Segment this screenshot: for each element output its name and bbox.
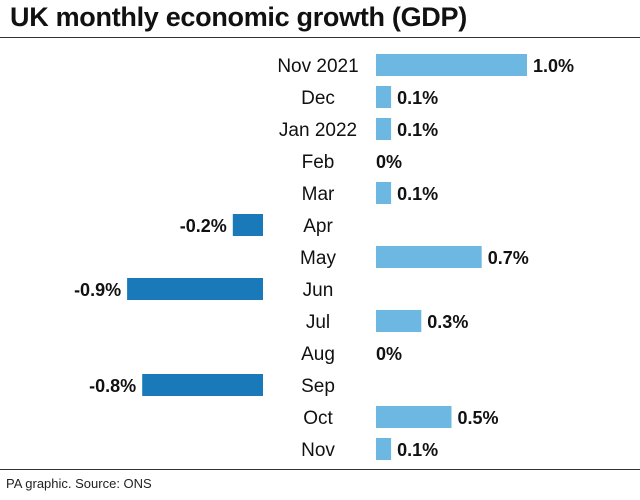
bar-chart: Nov 2021 Dec Jan 2022 Feb Mar Apr May Jun Jul Aug… [74, 54, 574, 461]
value-label: 0.1% [397, 440, 438, 460]
value-label: -0.2% [180, 216, 227, 236]
source-note: PA graphic. Source: ONS [6, 476, 152, 491]
value-label: -0.8% [89, 376, 136, 396]
category-label: Dec [301, 88, 335, 109]
bar-positive [376, 118, 392, 140]
bar-positive [376, 182, 392, 204]
bar-negative [127, 278, 263, 300]
bar-positive [376, 246, 482, 268]
top-divider [0, 37, 640, 38]
value-label: 0.1% [397, 88, 438, 108]
bar-negative [232, 214, 263, 236]
category-label: Jan 2022 [279, 120, 357, 141]
category-label: Sep [301, 376, 335, 397]
bottom-divider [0, 469, 640, 470]
value-label: 0.1% [397, 184, 438, 204]
bar-negative [142, 374, 263, 396]
chart-title: UK monthly economic growth (GDP) [10, 2, 467, 32]
bar-positive [376, 438, 392, 460]
category-label: Mar [302, 184, 335, 205]
bar-positive [376, 54, 527, 76]
value-label: 0.1% [397, 120, 438, 140]
category-label: Jul [306, 312, 330, 333]
value-label: 0% [376, 152, 402, 172]
category-label: May [300, 248, 336, 269]
value-label: 0.7% [488, 248, 529, 268]
category-label: Apr [303, 216, 333, 237]
bar-positive [376, 310, 422, 332]
category-label: Jun [303, 280, 334, 301]
bar-positive [376, 86, 392, 108]
category-label: Feb [302, 152, 335, 173]
value-label: 0.3% [427, 312, 468, 332]
category-label: Nov 2021 [277, 56, 358, 77]
value-label: 0% [376, 344, 402, 364]
value-label: 0.5% [458, 408, 499, 428]
category-label: Oct [303, 408, 333, 429]
category-label: Nov [301, 440, 335, 461]
value-label: 1.0% [533, 56, 574, 76]
category-labels-group: Nov 2021 Dec Jan 2022 Feb Mar Apr May Jun Jul Aug… [277, 56, 358, 461]
value-label: -0.9% [74, 280, 121, 300]
bar-positive [376, 406, 452, 428]
value-labels-group: 1.0% 0.1% 0.1% 0% 0.1% -0.2% 0.7% -0.9% 0.3% 0% -0… [74, 56, 574, 460]
category-label: Aug [301, 344, 335, 365]
bars-group [127, 54, 527, 460]
